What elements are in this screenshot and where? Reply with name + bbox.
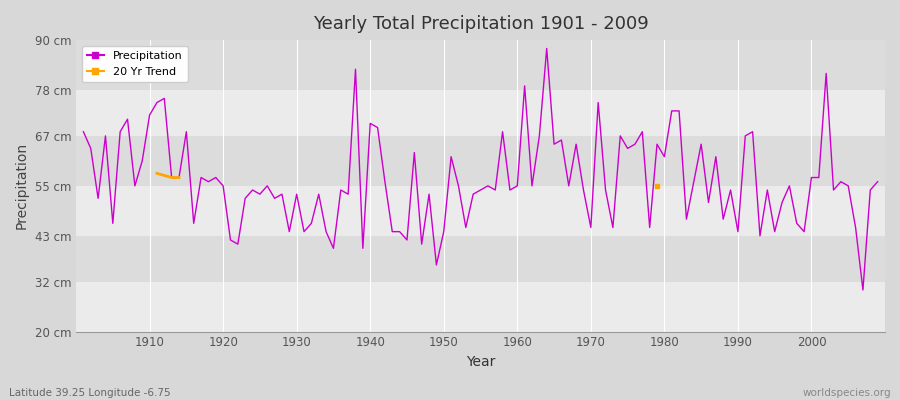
Bar bbox=[76, 40, 885, 90]
Text: Latitude 39.25 Longitude -6.75: Latitude 39.25 Longitude -6.75 bbox=[9, 388, 171, 398]
Bar bbox=[76, 236, 885, 282]
Legend: Precipitation, 20 Yr Trend: Precipitation, 20 Yr Trend bbox=[82, 46, 188, 82]
Title: Yearly Total Precipitation 1901 - 2009: Yearly Total Precipitation 1901 - 2009 bbox=[312, 15, 648, 33]
Y-axis label: Precipitation: Precipitation bbox=[15, 142, 29, 230]
X-axis label: Year: Year bbox=[466, 355, 495, 369]
Bar bbox=[76, 136, 885, 186]
Bar bbox=[76, 282, 885, 332]
Text: worldspecies.org: worldspecies.org bbox=[803, 388, 891, 398]
Bar bbox=[76, 90, 885, 136]
Bar bbox=[76, 186, 885, 236]
